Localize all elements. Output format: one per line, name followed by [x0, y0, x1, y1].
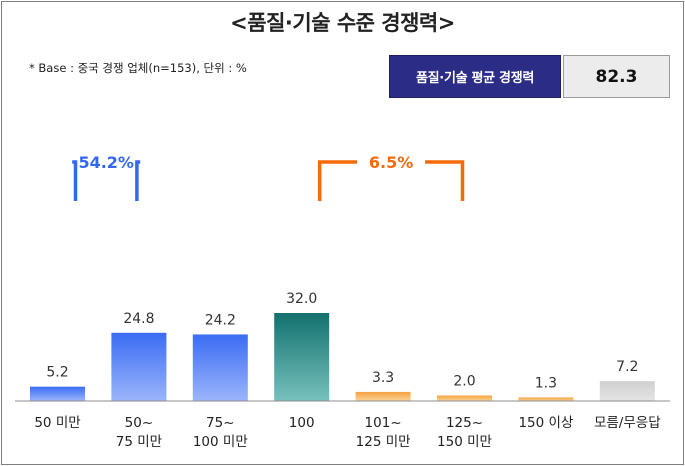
range-bracket-label-2: 6.5%: [369, 153, 413, 172]
kpi-label: 품질·기술 평균 경쟁력: [389, 55, 561, 98]
range-bracket-1: [72, 160, 141, 201]
range-bracket-2: [317, 160, 465, 201]
category-label-2: 50~ 75 미만: [116, 415, 162, 450]
category-label-7: 150 이상: [518, 415, 573, 431]
bar-7: [518, 397, 574, 401]
value-label-8: 7.2: [616, 359, 638, 375]
category-label-6: 125~ 150 미만: [437, 415, 492, 450]
category-label-5: 101~ 125 미만: [356, 415, 411, 450]
chart-title: <품질·기술 수준 경쟁력>: [230, 11, 455, 35]
bar-8: [599, 381, 655, 401]
bar-3: [192, 334, 248, 401]
category-label-3: 75~ 100 미만: [193, 415, 248, 450]
bar-6: [437, 395, 492, 401]
value-label-1: 5.2: [46, 365, 68, 381]
bar-1: [30, 386, 85, 401]
bar-4: [274, 313, 330, 401]
bar-5: [355, 391, 411, 401]
value-label-6: 2.0: [453, 374, 475, 390]
category-label-1: 50 미만: [34, 415, 80, 431]
value-label-3: 24.2: [205, 312, 236, 328]
value-label-7: 1.3: [535, 375, 557, 391]
value-label-2: 24.8: [123, 311, 154, 327]
category-label-4: 100: [289, 415, 315, 431]
bar-2: [111, 332, 167, 401]
value-label-5: 3.3: [372, 370, 394, 386]
base-note: * Base : 중국 경쟁 업체(n=153), 단위 : %: [29, 61, 247, 75]
category-label-8: 모름/무응답: [594, 415, 661, 431]
value-label-4: 32.0: [286, 291, 317, 307]
range-bracket-label-1: 54.2%: [78, 153, 134, 172]
kpi-value: 82.3: [563, 55, 670, 98]
